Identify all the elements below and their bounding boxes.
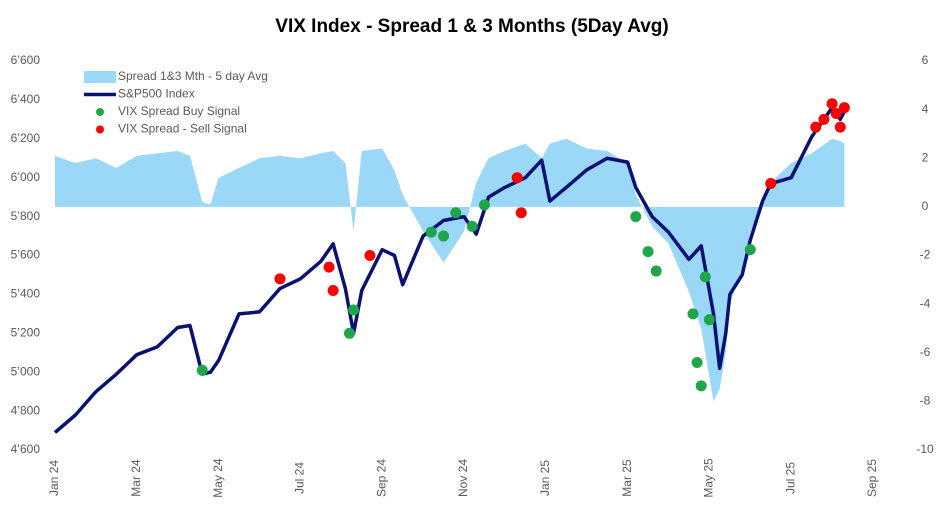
y2-tick-label: -2 (920, 248, 931, 262)
y2-tick-label: -10 (916, 442, 934, 456)
signal-dot (691, 356, 703, 368)
y-tick-label: 5’400 (11, 287, 41, 301)
signal-dot (466, 220, 478, 232)
y-tick-label: 4’800 (11, 403, 41, 417)
legend-label: S&P500 Index (118, 87, 195, 101)
signal-dot (810, 121, 822, 133)
signal-dot (515, 207, 527, 219)
legend-label: Spread 1&3 Mth - 5 day Avg (118, 69, 268, 83)
y-tick-label: 5’000 (11, 364, 41, 378)
signal-dot (327, 285, 339, 297)
y-tick-label: 5’200 (11, 325, 41, 339)
x-tick-label: Jan 25 (538, 460, 552, 496)
y2-tick-label: 6 (922, 53, 929, 67)
signal-dot (765, 178, 777, 190)
legend-swatch (96, 125, 104, 134)
signal-dot (834, 121, 846, 133)
x-tick-label: May 25 (702, 458, 716, 498)
y2-tick-label: 2 (922, 150, 929, 164)
legend-label: VIX Spread - Sell Signal (118, 122, 247, 136)
legend-swatch (84, 71, 116, 83)
signal-dot (826, 98, 838, 110)
signal-dot (630, 211, 642, 223)
index-line (53, 105, 846, 434)
y2-tick-label: 4 (922, 102, 929, 116)
y-tick-label: 5’800 (11, 209, 41, 223)
signal-dot (650, 265, 662, 277)
x-tick-label: Sep 25 (865, 459, 879, 497)
signal-dot (695, 380, 707, 392)
y2-tick-label: 0 (922, 199, 929, 213)
y2-tick-label: -8 (920, 394, 931, 408)
signal-dot (323, 261, 335, 273)
legend-swatch (96, 108, 104, 116)
signal-dot (274, 273, 286, 285)
signal-dot (744, 244, 756, 256)
x-tick-label: May 24 (211, 458, 225, 498)
signal-dot (364, 250, 376, 261)
x-tick-label: Jul 24 (293, 462, 307, 494)
chart-title: VIX Index - Spread 1 & 3 Months (5Day Av… (275, 16, 668, 37)
signal-dot (438, 230, 450, 242)
signal-dot (838, 102, 850, 114)
signal-dot (830, 108, 842, 120)
signal-dot (818, 113, 830, 125)
y-tick-label: 6’000 (11, 170, 41, 184)
x-tick-label: Mar 24 (129, 459, 143, 497)
y-tick-label: 5’600 (11, 248, 41, 262)
x-tick-label: Mar 25 (620, 459, 634, 497)
legend-label: VIX Spread Buy Signal (118, 104, 240, 118)
signal-dot (687, 308, 699, 320)
y-tick-label: 6’400 (11, 92, 41, 106)
signal-dot (478, 199, 490, 211)
signal-dot (511, 172, 523, 184)
x-tick-label: Sep 24 (374, 459, 388, 497)
signal-dot (450, 207, 462, 219)
spread-area (55, 138, 845, 402)
y-tick-label: 4’600 (11, 442, 41, 456)
signal-dot (343, 327, 355, 339)
signal-dot (196, 364, 208, 376)
x-tick-label: Nov 24 (456, 459, 470, 497)
y2-tick-label: -4 (920, 296, 931, 310)
y-tick-label: 6’600 (11, 53, 41, 67)
y-tick-label: 6’200 (11, 131, 41, 145)
signal-dot (703, 314, 715, 326)
signal-dot (348, 304, 360, 316)
signal-dot (642, 246, 654, 258)
x-tick-label: Jul 25 (783, 462, 797, 494)
signal-dot (699, 271, 711, 283)
y2-tick-label: -6 (920, 345, 931, 359)
x-tick-label: Jan 24 (47, 460, 61, 496)
signal-dot (425, 226, 437, 238)
